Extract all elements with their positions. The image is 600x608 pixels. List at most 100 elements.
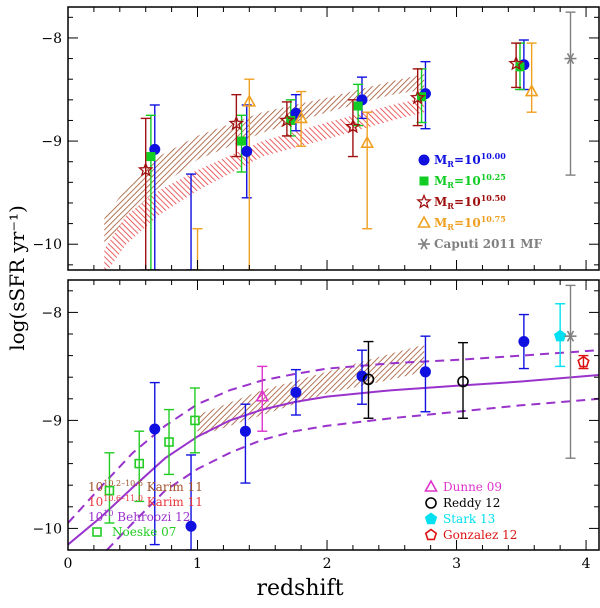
errorbar-s2-p0: [257, 365, 268, 432]
legend-marker-bottom-left-3: [92, 527, 102, 537]
data-point-s1-p3: [353, 101, 363, 111]
data-point-s2-p1: [228, 115, 245, 131]
y-tick-label: −10: [32, 237, 62, 253]
legend-label-bottom-left-0: 1010.2–10.6 Karim 11: [88, 479, 203, 494]
data-point-s3-p0: [242, 94, 257, 107]
errorbar-s0-p0: [149, 104, 160, 270]
hatched-band-0-1: [104, 97, 425, 270]
errorbar-s1-p3: [189, 387, 200, 454]
errorbar-s3-p2: [362, 111, 373, 230]
legend-label-bottom-left-1: 1010.6–11.0 Karim 11: [88, 494, 203, 509]
asterisk-stroke: [566, 330, 575, 342]
legend-label-bottom-right-0: Dunne 09: [443, 480, 502, 494]
legend-label-bottom-left-3: Noeske 07: [112, 525, 176, 539]
errorbar-s0-p0: [149, 381, 160, 546]
data-point-s1-p4: [417, 92, 427, 102]
legend-marker-bottom-right-0: [424, 479, 438, 492]
y-tick-label: −10: [32, 521, 62, 537]
data-point-s2-p0: [255, 388, 270, 402]
hatched-band-0-0: [104, 74, 425, 245]
legend-marker-bottom-right-2: [424, 512, 438, 525]
data-point-s1-p1: [237, 136, 247, 146]
y-tick-label: −8: [41, 305, 62, 321]
legend-marker-top-1: [419, 176, 429, 186]
data-point-s2-p4: [409, 89, 426, 105]
model-line-2: [106, 397, 599, 550]
data-point-s2-p2: [278, 112, 295, 128]
data-point-s0-p5: [419, 366, 431, 378]
data-point-s1-p2: [164, 437, 174, 447]
data-point-s0-p0: [149, 423, 161, 435]
errorbar-s1-p1: [134, 430, 145, 503]
data-point-s5-p0: [577, 355, 590, 368]
data-point-s1-p0: [146, 152, 156, 162]
x-tick-label: 0: [64, 556, 73, 572]
data-point-s2-p3: [345, 118, 361, 134]
data-point-s0-p3: [290, 386, 302, 398]
errorbar-s0-p1: [186, 454, 197, 550]
y-tick-label: −9: [41, 413, 62, 429]
errorbar-s3-p0: [244, 78, 255, 270]
data-point-s1-p3: [190, 415, 200, 426]
y-axis-label: log(sSFR yr⁻¹): [5, 205, 29, 351]
legend-marker-top-0: [418, 154, 430, 166]
x-tick-label: 2: [323, 556, 332, 572]
data-point-s0-p6: [518, 336, 530, 348]
errorbar-s3-p0: [363, 340, 374, 419]
x-tick-label: 1: [193, 556, 202, 572]
errorbar-s3-p1: [458, 341, 469, 419]
panel-frame-1: [67, 279, 600, 551]
errorbar-s6-p0: [565, 284, 576, 459]
data-point-s0-p4: [356, 370, 368, 382]
x-axis-label: redshift: [256, 576, 343, 601]
data-point-s2-p5: [508, 55, 524, 71]
legend-label-top-2: MR=1010.50: [434, 193, 506, 211]
legend-label-bottom-left-2: 1010 Behroozi 12: [88, 509, 190, 524]
x-tick-label: 3: [452, 556, 461, 572]
legend-label-top-1: MR=1010.25: [434, 172, 506, 190]
asterisk-stroke: [566, 52, 575, 65]
data-point-s3-p2: [360, 135, 375, 148]
legend-label-bottom-right-3: Gonzalez 12: [443, 528, 517, 542]
errorbar-s2-p3: [347, 99, 358, 158]
data-point-s3-p1: [294, 110, 308, 124]
errorbar-s1-p0: [145, 114, 156, 270]
data-point-s1-p0: [104, 485, 115, 496]
data-point-s3-p3: [524, 83, 539, 97]
legend-marker-top-2: [416, 193, 432, 209]
legend-marker-bottom-right-1: [425, 497, 437, 509]
errorbar-s2-p0: [140, 117, 151, 270]
legend-label-bottom-right-1: Reddy 12: [443, 496, 500, 510]
data-point-s3-p0: [362, 373, 375, 386]
x-tick-label: 4: [582, 556, 591, 572]
data-point-s3-p1: [457, 375, 469, 388]
legend-label-top-3: MR=1010.75: [434, 214, 506, 232]
asterisk-stroke: [420, 238, 428, 250]
legend-label-top-0: MR=1010.00: [434, 151, 506, 169]
errorbar-s4-p0: [565, 11, 576, 176]
errorbar-s0-p2: [240, 403, 251, 484]
data-point-s2-p0: [137, 161, 154, 177]
hatched-band-1-0: [197, 344, 425, 437]
errorbar-s1-p2: [164, 408, 175, 476]
legend-marker-bottom-right-3: [424, 528, 438, 541]
legend-marker-top-3: [417, 215, 431, 228]
legend-label-top-4: Caputi 2011 MF: [434, 237, 543, 251]
extra-errorbar-0: [186, 173, 197, 270]
errorbar-s3-p3: [526, 42, 537, 113]
data-point-s6-p0: [564, 330, 577, 342]
panel-frame-0: [67, 6, 600, 271]
data-point-s1-p1: [134, 458, 145, 469]
data-point-s0-p2: [239, 425, 251, 437]
data-point-s4-p0: [553, 329, 567, 342]
y-tick-label: −8: [41, 31, 62, 47]
legend-marker-top-4: [418, 238, 430, 250]
errorbar-s1-p0: [104, 452, 115, 524]
y-tick-label: −9: [41, 134, 62, 150]
data-point-s0-p1: [185, 520, 197, 532]
legend-label-bottom-right-2: Stark 13: [443, 512, 495, 526]
errorbar-s3-p1: [296, 90, 307, 147]
data-point-s4-p0: [564, 52, 577, 65]
